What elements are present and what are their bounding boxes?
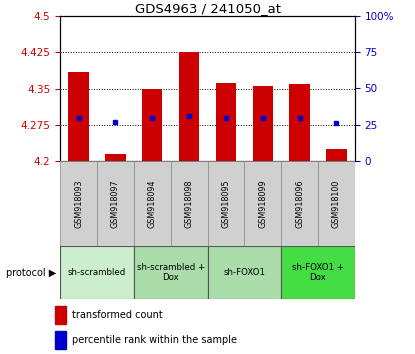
Text: GSM918096: GSM918096: [295, 179, 304, 228]
Text: transformed count: transformed count: [72, 310, 163, 320]
Bar: [105, 154, 126, 161]
Text: GSM918095: GSM918095: [222, 179, 230, 228]
Text: sh-FOXO1 +
Dox: sh-FOXO1 + Dox: [292, 263, 344, 282]
Bar: [281, 246, 355, 299]
Text: GSM918097: GSM918097: [111, 179, 120, 228]
Bar: [134, 161, 171, 246]
Bar: [326, 149, 347, 161]
Bar: [134, 246, 208, 299]
Title: GDS4963 / 241050_at: GDS4963 / 241050_at: [134, 2, 281, 15]
Bar: [60, 246, 134, 299]
Bar: [179, 52, 199, 161]
Bar: [55, 306, 66, 324]
Text: percentile rank within the sample: percentile rank within the sample: [72, 335, 237, 345]
Bar: [216, 83, 236, 161]
Bar: [318, 161, 355, 246]
Text: GSM918099: GSM918099: [258, 179, 267, 228]
Bar: [60, 161, 97, 246]
Bar: [289, 84, 310, 161]
Bar: [68, 72, 89, 161]
Bar: [171, 161, 208, 246]
Text: GSM918093: GSM918093: [74, 179, 83, 228]
Bar: [208, 246, 281, 299]
Bar: [208, 161, 244, 246]
Bar: [244, 161, 281, 246]
Bar: [281, 161, 318, 246]
Text: protocol ▶: protocol ▶: [6, 268, 56, 278]
Text: sh-scrambled: sh-scrambled: [68, 268, 126, 277]
Text: sh-FOXO1: sh-FOXO1: [223, 268, 265, 277]
Bar: [55, 331, 66, 348]
Text: GSM918094: GSM918094: [148, 179, 157, 228]
Text: sh-scrambled +
Dox: sh-scrambled + Dox: [137, 263, 205, 282]
Text: GSM918098: GSM918098: [185, 179, 193, 228]
Text: GSM918100: GSM918100: [332, 179, 341, 228]
Bar: [142, 88, 162, 161]
Bar: [253, 86, 273, 161]
Bar: [97, 161, 134, 246]
